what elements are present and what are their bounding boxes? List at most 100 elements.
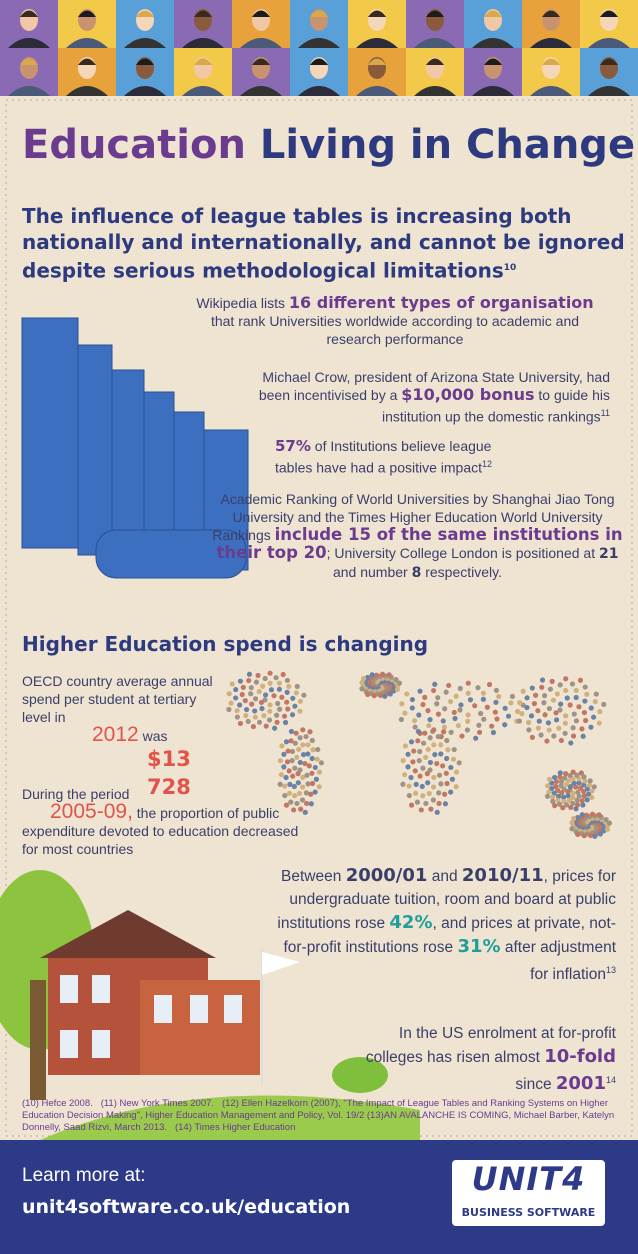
shape [575, 831, 581, 837]
shape [538, 732, 544, 738]
shape [556, 725, 562, 731]
shape [300, 742, 306, 748]
shape [283, 739, 290, 745]
shape [440, 718, 446, 724]
shape [284, 759, 291, 765]
shape [432, 681, 438, 687]
shape [300, 774, 306, 780]
shape [394, 686, 401, 693]
ref: 14 [605, 1075, 616, 1085]
shape [136, 58, 154, 65]
shape [505, 713, 512, 719]
shape [396, 680, 403, 686]
shape [573, 718, 580, 724]
shape [529, 734, 535, 740]
shape [546, 705, 553, 712]
section-heading: Higher Education spend is changing [22, 632, 429, 656]
shape [453, 784, 459, 790]
shape [284, 677, 290, 683]
shape [458, 702, 464, 708]
shape [502, 705, 508, 711]
shape [440, 763, 446, 769]
shape [588, 38, 630, 48]
shape [557, 770, 563, 776]
shape [601, 701, 607, 708]
shape [472, 703, 478, 709]
enrolment-fact: In the US enrolment at for-profit colleg… [356, 1022, 616, 1096]
shape [526, 727, 532, 733]
shape [464, 727, 470, 733]
footnote: (10) Hefce 2008. [22, 1098, 93, 1109]
text: and [427, 868, 462, 885]
text: the proportion of public expenditure dev… [22, 805, 299, 857]
shape [292, 765, 298, 771]
shape [405, 751, 411, 757]
shape [473, 735, 479, 741]
shape [441, 729, 447, 735]
shape [291, 783, 297, 790]
shape [563, 676, 569, 682]
shape [420, 740, 427, 746]
shape [78, 10, 96, 17]
shape [378, 692, 384, 699]
shape [400, 781, 406, 787]
shape [444, 780, 450, 787]
shape [427, 735, 433, 741]
shape [587, 778, 593, 784]
shape [565, 778, 572, 784]
shape [416, 758, 422, 764]
shape [296, 746, 302, 752]
shape [480, 690, 487, 696]
shape [310, 747, 316, 753]
url-link[interactable]: unit4software.co.uk/education [22, 1196, 351, 1218]
shape [309, 780, 316, 787]
shape [240, 684, 246, 690]
shape [558, 779, 565, 785]
shape [576, 780, 582, 786]
world-map [226, 670, 613, 839]
shape [496, 693, 502, 700]
shape [359, 686, 365, 692]
shape [233, 695, 239, 701]
shape [582, 684, 588, 690]
shape [443, 770, 449, 776]
shape [303, 733, 309, 740]
shape [402, 743, 409, 749]
shape [297, 708, 303, 714]
shape [447, 698, 454, 705]
shape [295, 780, 301, 786]
shape [563, 687, 569, 694]
shape [567, 784, 573, 790]
shape [423, 800, 429, 807]
shape [290, 695, 296, 701]
text: and number [332, 564, 412, 580]
shape [586, 782, 593, 788]
shape [8, 38, 50, 48]
shape [312, 764, 318, 771]
shape [478, 710, 484, 717]
shape [412, 718, 418, 724]
shape [298, 38, 340, 48]
shape [451, 709, 457, 716]
shape [514, 708, 521, 715]
shape [402, 710, 408, 716]
shape [549, 678, 555, 684]
shape [441, 724, 447, 730]
shape [294, 800, 300, 807]
text: OECD country average annual spend per st… [22, 673, 213, 725]
shape [444, 737, 450, 744]
shape [528, 713, 535, 719]
shape [580, 733, 586, 739]
shape [371, 693, 377, 699]
shape [288, 738, 294, 744]
highlight: 57% [275, 437, 311, 455]
shape [246, 671, 253, 677]
shape [542, 58, 560, 65]
logo-box [452, 1160, 605, 1226]
shape [297, 698, 304, 705]
shape [490, 729, 497, 736]
shape [465, 690, 471, 696]
shape [584, 691, 590, 697]
shape [361, 675, 367, 682]
shape [525, 719, 532, 726]
